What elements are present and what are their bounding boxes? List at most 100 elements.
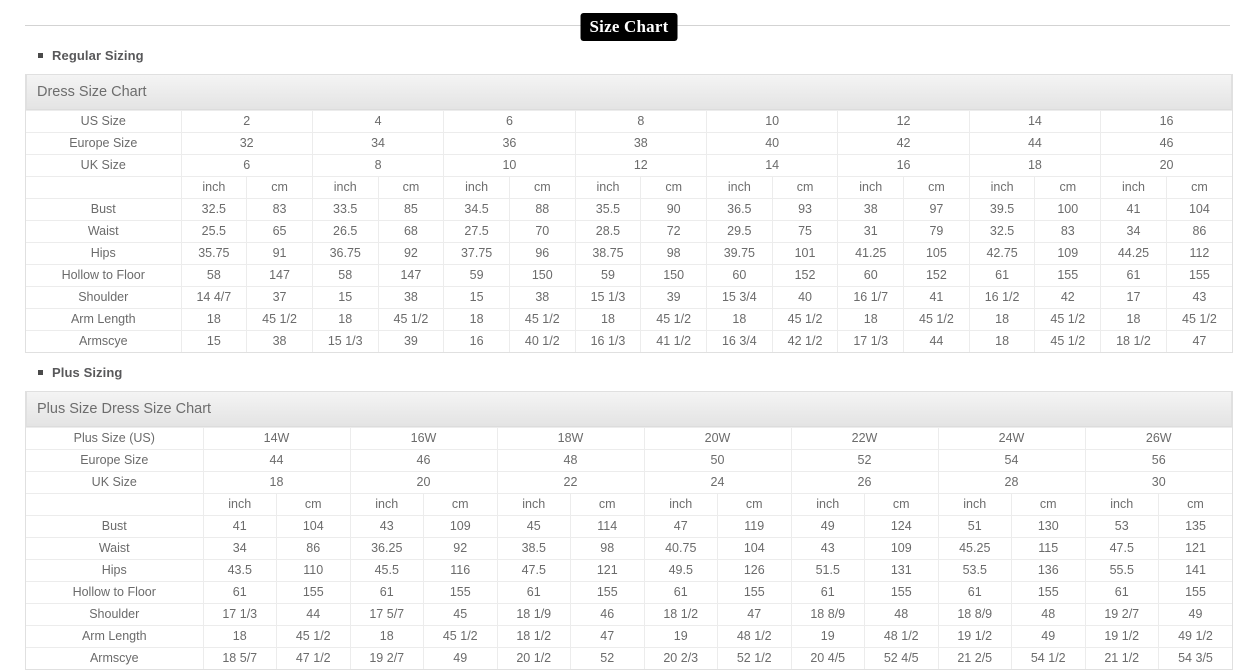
- measurement-cell: 38: [837, 198, 905, 221]
- measurement-cell: 49: [1158, 603, 1232, 626]
- unit-label-inch: inch: [311, 176, 379, 199]
- measurement-cell: 45 1/2: [1034, 308, 1102, 331]
- measurement-cell: 21 1/2: [1084, 647, 1159, 669]
- measurement-cell: 152: [771, 264, 839, 287]
- measurement-cell: 20 4/5: [790, 647, 865, 669]
- size-cell: 18W: [496, 427, 645, 450]
- measurement-cell: 83: [1034, 220, 1102, 243]
- size-cell: 22: [496, 471, 645, 494]
- unit-label-cm: cm: [377, 176, 445, 199]
- size-cell: 20W: [643, 427, 792, 450]
- measurement-cell: 14 4/7: [180, 286, 248, 309]
- measurement-cell: 155: [423, 581, 498, 604]
- unit-label-inch: inch: [837, 176, 905, 199]
- measurement-cell: 33.5: [311, 198, 379, 221]
- bullet-square-icon: [38, 53, 43, 58]
- measurement-cell: 25.5: [180, 220, 248, 243]
- measurement-cell: 19: [643, 625, 718, 648]
- measurement-cell: 55.5: [1084, 559, 1159, 582]
- measurement-cell: 47: [643, 515, 718, 538]
- unit-label-cm: cm: [717, 493, 792, 516]
- size-cell: 8: [311, 154, 445, 177]
- size-cell: 6: [180, 154, 313, 177]
- measurement-cell: 45 1/2: [1165, 308, 1232, 331]
- measurement-cell: 45 1/2: [377, 308, 445, 331]
- measurement-cell: 37.75: [443, 242, 510, 265]
- measurement-cell: 59: [443, 264, 510, 287]
- unit-label-inch: inch: [706, 176, 773, 199]
- measurement-cell: 15: [443, 286, 510, 309]
- measurement-cell: 47: [717, 603, 792, 626]
- measurement-cell: 155: [1165, 264, 1232, 287]
- measurement-cell: 109: [1034, 242, 1102, 265]
- measurement-cell: 19 2/7: [349, 647, 424, 669]
- table-row: Hollow to Floor 58 147 58 147 59 150 59 150 60 152…: [26, 264, 1232, 287]
- measurement-cell: 15 1/3: [311, 330, 379, 352]
- size-cell: 16: [1100, 110, 1232, 133]
- measurement-cell: 40 1/2: [508, 330, 576, 352]
- measurement-cell: 37: [246, 286, 313, 309]
- measurement-cell: 18: [180, 308, 248, 331]
- table-row: Bust 41 104 43 109 45 114 47 119 49 124 51 130 53 135: [26, 515, 1232, 538]
- table-row: UK Size 18 20 22 24 26 28 30: [26, 471, 1232, 494]
- measurement-cell: 28.5: [574, 220, 642, 243]
- measurement-cell: 155: [1158, 581, 1232, 604]
- measurement-cell: 116: [423, 559, 498, 582]
- measurement-cell: 15: [311, 286, 379, 309]
- measurement-cell: 17 1/3: [837, 330, 905, 352]
- empty-corner-cell: [26, 176, 182, 199]
- size-cell: 8: [574, 110, 708, 133]
- table-row: US Size 2 4 6 8 10 12 14 16: [26, 110, 1232, 133]
- measurement-cell: 19 2/7: [1084, 603, 1159, 626]
- measurement-cell: 90: [640, 198, 707, 221]
- row-label: Hollow to Floor: [26, 264, 182, 287]
- measurement-cell: 61: [1084, 581, 1159, 604]
- size-cell: 10: [443, 154, 576, 177]
- row-label: UK Size: [26, 154, 182, 177]
- measurement-cell: 18: [968, 308, 1036, 331]
- measurement-cell: 38: [246, 330, 313, 352]
- row-label: Bust: [26, 515, 204, 538]
- measurement-cell: 43.5: [202, 559, 277, 582]
- row-label: US Size: [26, 110, 182, 133]
- measurement-cell: 18 8/9: [937, 603, 1012, 626]
- section-heading-label: Regular Sizing: [52, 48, 144, 63]
- unit-label-cm: cm: [276, 493, 351, 516]
- table-row: Shoulder 17 1/3 44 17 5/7 45 18 1/9 46 18 1/2 47…: [26, 603, 1232, 626]
- measurement-cell: 85: [377, 198, 445, 221]
- unit-label-cm: cm: [246, 176, 313, 199]
- measurement-cell: 61: [643, 581, 718, 604]
- measurement-cell: 26.5: [311, 220, 379, 243]
- measurement-cell: 136: [1011, 559, 1086, 582]
- measurement-cell: 109: [864, 537, 939, 560]
- size-table: Plus Size (US) 14W 16W 18W 20W 22W 24W 26W Europ…: [26, 427, 1232, 669]
- measurement-cell: 112: [1165, 242, 1232, 265]
- measurement-cell: 86: [1165, 220, 1232, 243]
- measurement-cell: 39: [377, 330, 445, 352]
- measurement-cell: 42.75: [968, 242, 1036, 265]
- measurement-cell: 54 3/5: [1158, 647, 1232, 669]
- unit-label-inch: inch: [1100, 176, 1167, 199]
- measurement-cell: 75: [771, 220, 839, 243]
- measurement-cell: 131: [864, 559, 939, 582]
- measurement-cell: 16 1/7: [837, 286, 905, 309]
- row-label: Plus Size (US): [26, 427, 204, 450]
- unit-label-cm: cm: [1158, 493, 1232, 516]
- row-label: Hollow to Floor: [26, 581, 204, 604]
- measurement-cell: 124: [864, 515, 939, 538]
- section-heading: Regular Sizing: [38, 48, 1258, 63]
- measurement-cell: 38: [508, 286, 576, 309]
- unit-header-row: inch cm inch cm inch cm inch cm inch cm inch cm inch…: [26, 493, 1232, 516]
- bullet-square-icon: [38, 370, 43, 375]
- size-cell: 40: [705, 132, 839, 155]
- table-row: Armscye 18 5/7 47 1/2 19 2/7 49 20 1/2 52 20 2/…: [26, 647, 1232, 669]
- measurement-cell: 45.5: [349, 559, 424, 582]
- measurement-cell: 41.25: [837, 242, 905, 265]
- unit-label-cm: cm: [771, 176, 839, 199]
- measurement-cell: 49: [1011, 625, 1086, 648]
- measurement-cell: 44: [276, 603, 351, 626]
- unit-label-cm: cm: [423, 493, 498, 516]
- measurement-cell: 38.5: [496, 537, 571, 560]
- measurement-cell: 155: [864, 581, 939, 604]
- measurement-cell: 21 2/5: [937, 647, 1012, 669]
